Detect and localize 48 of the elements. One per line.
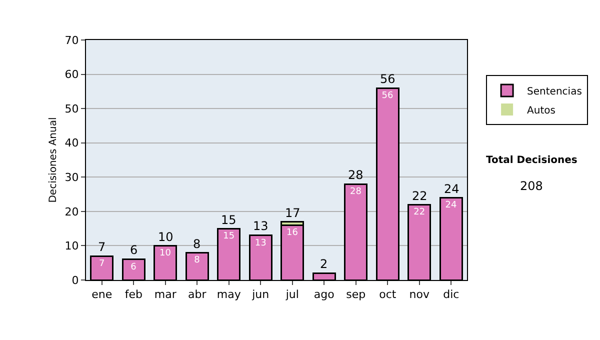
data-label: 7 — [99, 259, 105, 269]
total-label: 8 — [193, 237, 201, 251]
data-label: 56 — [382, 91, 394, 101]
total-label: 10 — [158, 230, 174, 244]
total-label: 17 — [285, 206, 300, 220]
total-label: 7 — [98, 240, 106, 254]
data-label: 22 — [414, 208, 426, 218]
y-tick-label: 60 — [64, 68, 79, 82]
total-label: 13 — [253, 219, 268, 233]
data-label: 24 — [445, 200, 457, 211]
legend-label: Autos — [527, 105, 556, 116]
x-tick-label: ene — [92, 288, 112, 302]
total-label: 15 — [221, 213, 236, 227]
y-tick-label: 50 — [64, 102, 79, 116]
total-label: 56 — [380, 72, 396, 86]
total-label: 24 — [444, 182, 460, 196]
y-axis-title: Decisiones Anual — [48, 117, 59, 203]
total-label: 22 — [412, 189, 428, 203]
y-tick-label: 20 — [64, 205, 79, 218]
data-label: 6 — [130, 262, 137, 272]
x-tick-label: jun — [251, 288, 270, 302]
y-tick-label: 70 — [64, 34, 79, 47]
y-tick-label: 30 — [64, 170, 79, 184]
y-tick-label: 0 — [72, 274, 79, 287]
data-label: 10 — [160, 248, 172, 259]
total-label: 28 — [348, 168, 364, 182]
data-label: 13 — [254, 238, 266, 248]
data-label: 28 — [350, 187, 362, 197]
x-tick-label: jul — [284, 288, 299, 302]
data-label: 16 — [286, 228, 298, 238]
x-tick-label: mar — [154, 288, 177, 302]
x-tick-label: oct — [379, 288, 397, 302]
total-label: 6 — [130, 243, 138, 257]
data-label: 8 — [194, 256, 200, 266]
x-tick-label: nov — [409, 288, 430, 302]
x-tick-label: may — [216, 288, 242, 302]
x-tick-label: abr — [188, 288, 207, 302]
text: 208 — [520, 179, 543, 193]
total-label: 2 — [320, 257, 328, 271]
legend-label: Sentencias — [527, 86, 582, 98]
y-tick-label: 40 — [64, 136, 79, 150]
x-tick-label: sep — [346, 288, 366, 302]
y-tick-label: 10 — [64, 240, 79, 253]
data-label: 15 — [223, 232, 235, 242]
text: Total Decisiones — [486, 155, 578, 166]
x-tick-label: ago — [314, 288, 335, 302]
x-tick-label: feb — [124, 288, 142, 302]
x-tick-label: dic — [443, 288, 460, 302]
